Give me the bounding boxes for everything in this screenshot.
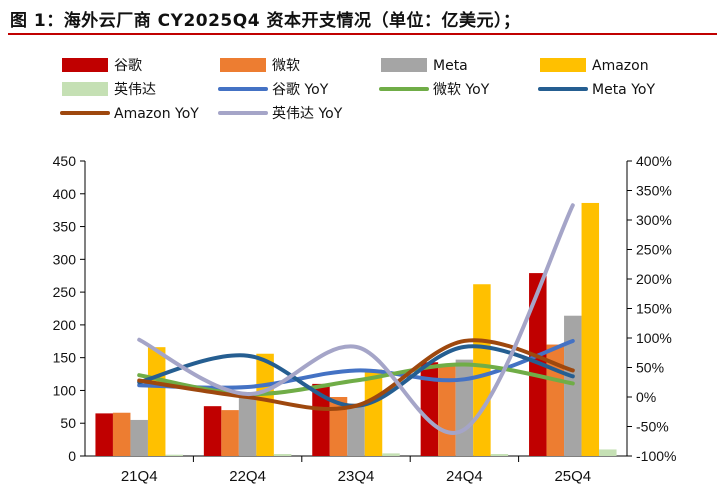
y-tick-label: 400 bbox=[53, 186, 77, 202]
legend-label: 微软 bbox=[272, 58, 300, 74]
bar bbox=[564, 315, 582, 456]
axes: 0 50 100 150 200 250 300 350 400 450 -100% -50% 0% 50… bbox=[53, 153, 677, 485]
legend-label: 英伟达 YoY bbox=[272, 105, 343, 122]
bar bbox=[256, 353, 274, 456]
series-line bbox=[137, 338, 575, 411]
bar bbox=[95, 413, 113, 456]
y2-tick-label: 300% bbox=[636, 212, 672, 228]
bar bbox=[455, 359, 474, 456]
y2-tick-label: 150% bbox=[636, 301, 672, 317]
y2-tick-label: 200% bbox=[636, 271, 672, 287]
x-tick-label: 22Q4 bbox=[229, 468, 266, 485]
y-tick-label: 300 bbox=[53, 251, 77, 267]
series-line bbox=[137, 203, 575, 435]
y-tick-label: 50 bbox=[60, 415, 76, 431]
bar bbox=[203, 406, 222, 456]
bar bbox=[112, 412, 131, 456]
y-tick-label: 150 bbox=[53, 350, 77, 366]
legend: 谷歌 微软 Meta Amazon 英伟达 谷歌 YoY 微软 YoY Meta YoY Ama… bbox=[60, 58, 655, 122]
x-tick-label: 24Q4 bbox=[446, 468, 483, 485]
legend-swatch bbox=[220, 58, 266, 72]
y2-tick-label: 50% bbox=[636, 360, 664, 376]
y-tick-label: 100 bbox=[53, 382, 77, 398]
legend-label: 英伟达 bbox=[114, 81, 156, 98]
legend-swatch bbox=[62, 82, 108, 96]
y-tick-label: 0 bbox=[68, 448, 76, 464]
bar bbox=[238, 395, 257, 456]
bar bbox=[420, 362, 439, 456]
legend-label: Meta bbox=[433, 58, 468, 74]
legend-swatch bbox=[381, 58, 427, 72]
legend-label: Amazon YoY bbox=[114, 106, 199, 122]
x-tick-label: 25Q4 bbox=[554, 468, 591, 485]
bar bbox=[364, 369, 383, 456]
x-tick-label: 21Q4 bbox=[121, 468, 158, 485]
x-tick-label: 23Q4 bbox=[338, 468, 375, 485]
bar bbox=[599, 449, 617, 456]
bars bbox=[95, 202, 617, 456]
y2-tick-label: 0% bbox=[636, 389, 656, 405]
bar bbox=[581, 202, 600, 456]
legend-label: 谷歌 YoY bbox=[272, 82, 329, 98]
lines bbox=[137, 203, 575, 435]
y2-tick-label: 250% bbox=[636, 242, 672, 258]
bar bbox=[130, 419, 148, 456]
bar bbox=[147, 347, 166, 456]
y-tick-label: 250 bbox=[53, 284, 77, 300]
bar bbox=[382, 453, 400, 456]
bar bbox=[347, 403, 365, 456]
bar bbox=[473, 284, 491, 456]
legend-label: 微软 YoY bbox=[433, 82, 490, 98]
title-rule bbox=[8, 33, 717, 35]
legend-swatch bbox=[62, 58, 108, 72]
legend-label: 谷歌 bbox=[114, 58, 142, 74]
legend-label: Meta YoY bbox=[592, 82, 655, 98]
legend-swatch bbox=[540, 58, 586, 72]
y2-tick-label: 400% bbox=[636, 153, 672, 169]
y2-tick-label: -50% bbox=[636, 419, 669, 435]
y-tick-label: 350 bbox=[53, 219, 77, 235]
bar bbox=[490, 454, 509, 456]
y-tick-label: 200 bbox=[53, 317, 77, 333]
y2-tick-label: 100% bbox=[636, 330, 672, 346]
y2-tick-label: 350% bbox=[636, 183, 672, 199]
series-line bbox=[137, 344, 575, 408]
bar bbox=[165, 454, 183, 456]
bar bbox=[273, 454, 292, 456]
bar bbox=[312, 383, 330, 456]
bar bbox=[221, 410, 239, 456]
legend-label: Amazon bbox=[592, 58, 649, 74]
chart-title: 图 1：海外云厂商 CY2025Q4 资本开支情况（单位：亿美元）； bbox=[10, 11, 521, 31]
bar bbox=[329, 397, 348, 456]
bar bbox=[438, 364, 456, 456]
y-tick-label: 450 bbox=[53, 153, 77, 169]
y2-tick-label: -100% bbox=[636, 448, 676, 464]
